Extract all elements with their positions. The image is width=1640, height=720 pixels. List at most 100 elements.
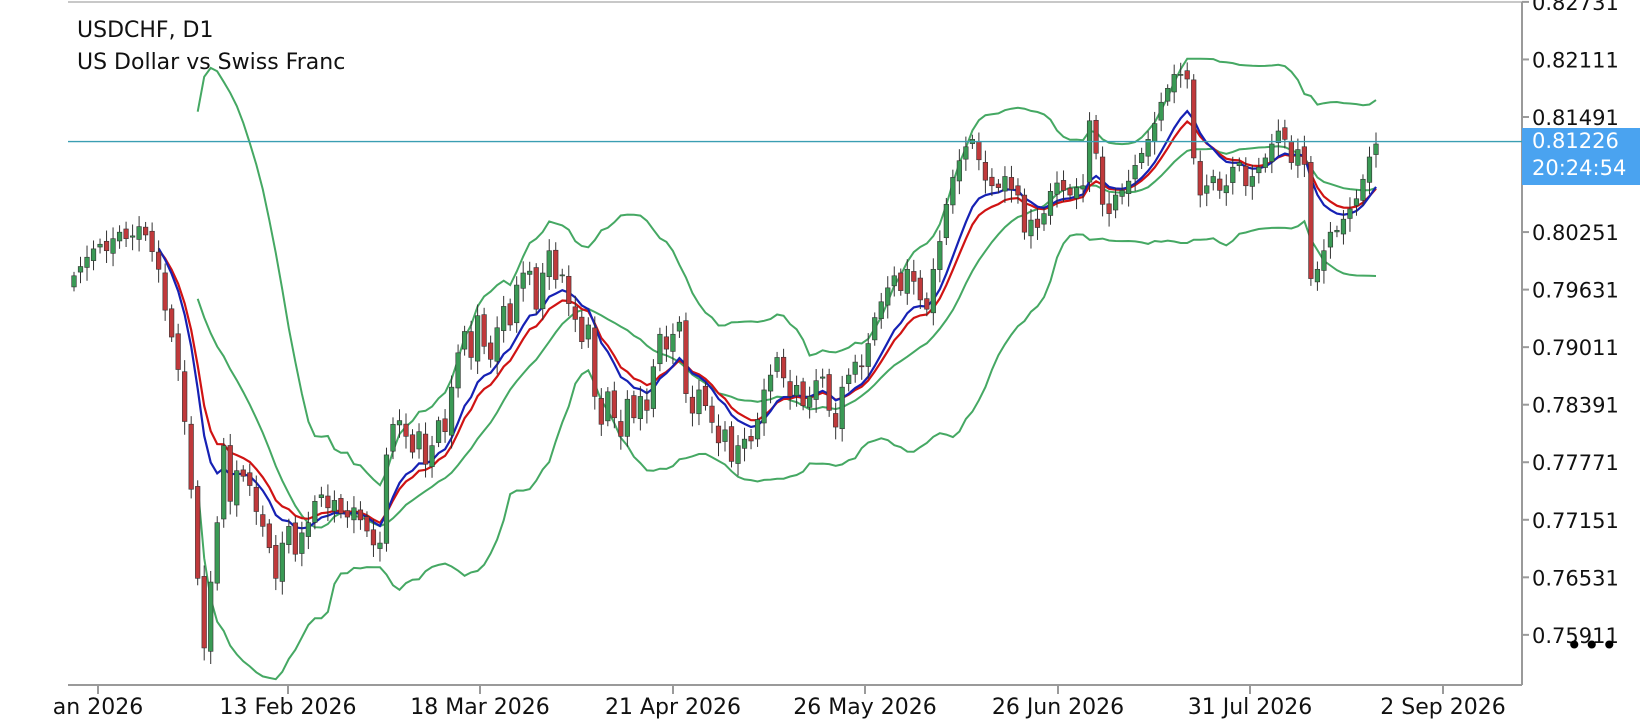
candle xyxy=(494,316,500,375)
candle xyxy=(77,256,84,284)
candle-body xyxy=(553,249,559,280)
symbol-description: US Dollar vs Swiss Franc xyxy=(77,50,346,75)
candle xyxy=(1171,64,1177,104)
candle-body xyxy=(201,576,207,649)
candle xyxy=(403,413,409,449)
candle-body xyxy=(618,421,624,437)
candle xyxy=(429,435,435,478)
candle xyxy=(1204,174,1210,207)
candle-body xyxy=(657,333,663,365)
candle xyxy=(722,421,728,452)
candle xyxy=(820,368,826,388)
candle-body xyxy=(182,371,188,422)
time-tick-label: 31 Jul 2026 xyxy=(1188,695,1313,720)
candle xyxy=(1021,188,1028,240)
price-axis[interactable]: 0.827310.821110.814910.808710.802510.796… xyxy=(1522,0,1619,648)
candle-body xyxy=(1073,187,1080,199)
candle xyxy=(442,409,448,443)
candle xyxy=(331,490,338,523)
candle xyxy=(1028,208,1034,249)
candle-body xyxy=(1236,162,1242,166)
candle-body xyxy=(741,438,748,449)
candle xyxy=(318,486,324,507)
candle-body xyxy=(540,272,546,310)
candle-body xyxy=(631,395,637,419)
candle xyxy=(188,416,194,499)
candle-body xyxy=(794,384,800,396)
candle-body xyxy=(1178,74,1184,76)
candle-body xyxy=(774,357,780,372)
candle-body xyxy=(572,306,578,320)
candle-body xyxy=(383,454,390,544)
candle-body xyxy=(865,343,871,367)
candle-body xyxy=(221,445,227,520)
candle xyxy=(794,375,800,407)
candle xyxy=(273,535,279,591)
candle xyxy=(917,270,923,310)
candle xyxy=(566,265,572,317)
candle xyxy=(1054,171,1060,208)
candle-body xyxy=(331,500,338,512)
candle-body xyxy=(1113,194,1119,211)
candle-body xyxy=(364,516,370,532)
candle xyxy=(585,317,591,348)
candle-body xyxy=(676,321,683,332)
candle xyxy=(1340,209,1347,245)
time-tick-label: 13 Feb 2026 xyxy=(220,695,357,720)
candle-body xyxy=(234,470,240,506)
candle xyxy=(728,421,735,468)
candle xyxy=(689,385,696,427)
candle-body xyxy=(715,425,722,444)
candle xyxy=(383,447,390,552)
candle-body xyxy=(455,352,461,389)
candle xyxy=(540,262,546,321)
candle xyxy=(162,263,168,321)
candle xyxy=(800,377,806,411)
candle-body xyxy=(1197,161,1203,196)
candle-body xyxy=(1308,162,1314,279)
candle xyxy=(507,298,513,331)
candle xyxy=(898,268,904,296)
candle xyxy=(1145,130,1151,166)
candle xyxy=(351,496,357,534)
price-tick-label: 0.77771 xyxy=(1532,451,1619,475)
candle-body xyxy=(1360,178,1366,201)
candle xyxy=(1132,154,1138,192)
candle xyxy=(1099,146,1106,217)
candle xyxy=(396,409,403,438)
candle xyxy=(1223,174,1229,206)
candle-body xyxy=(963,146,969,160)
candle-body xyxy=(826,374,832,411)
candle-body xyxy=(924,298,930,310)
candle-body xyxy=(1262,157,1268,168)
candle xyxy=(982,150,988,194)
candle xyxy=(201,565,207,661)
candle xyxy=(103,230,110,263)
candle xyxy=(357,501,364,530)
candle-body xyxy=(103,240,110,252)
candle-body xyxy=(1288,141,1294,163)
candle xyxy=(1165,84,1171,106)
candle-body xyxy=(409,434,416,453)
candle xyxy=(169,304,175,343)
candle-body xyxy=(663,336,670,350)
candle xyxy=(1080,174,1086,203)
candle-body xyxy=(1015,185,1021,196)
bollinger-lower xyxy=(196,219,1377,681)
candle-body xyxy=(748,435,754,442)
candle xyxy=(1249,164,1255,200)
candle xyxy=(422,422,429,478)
candle xyxy=(1243,157,1249,196)
candle-body xyxy=(1230,166,1236,183)
candle xyxy=(1236,157,1242,172)
more-dots-icon[interactable]: ••• xyxy=(1566,629,1619,662)
candle-body xyxy=(227,445,233,502)
candle xyxy=(663,325,670,362)
candle-body xyxy=(1347,208,1353,219)
candle-body xyxy=(1269,143,1275,162)
candle xyxy=(807,386,813,419)
time-axis[interactable]: an 2026 13 Feb 2026 18 Mar 2026 21 Apr 2026… xyxy=(53,685,1506,720)
candle-body xyxy=(1008,177,1015,190)
candle-body xyxy=(1119,190,1125,197)
